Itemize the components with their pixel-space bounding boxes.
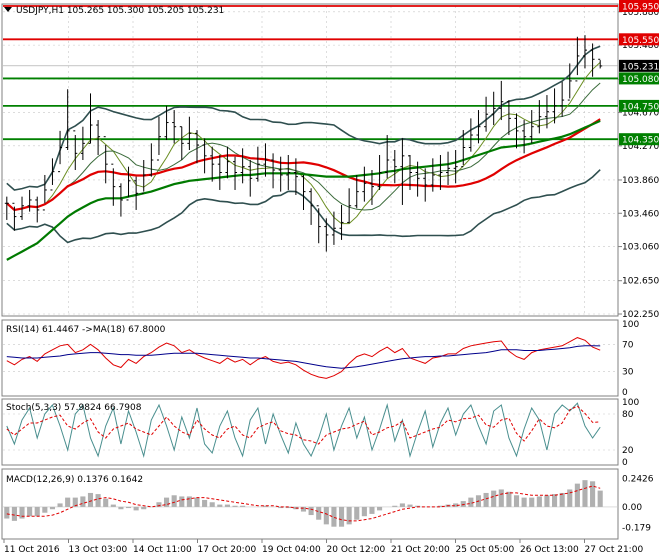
rsi-ma-line — [6, 345, 601, 369]
tick-label: 100 — [622, 320, 639, 330]
time-tick-label: 19 Oct 04:00 — [262, 545, 321, 555]
rsi-title: RSI(14) 61.4467 ->MA(18) 67.8000 — [6, 325, 166, 335]
support-level-tag — [619, 72, 659, 85]
support-level-label: 104.750 — [622, 102, 659, 112]
candles — [4, 35, 603, 252]
tick-label: 70 — [622, 340, 634, 350]
stoch-title: Stoch(5,3,3) 57.9824 66.7908 — [6, 403, 142, 413]
price-tick-label: 102.250 — [622, 310, 659, 320]
rsi-lines — [3, 337, 618, 379]
macd-pane-frame — [1, 468, 619, 540]
macd-tick-label: 0.2426 — [622, 475, 654, 485]
macd-axis: 0.2426 0.00 -0.179 — [622, 475, 654, 534]
price-tick-label: 105.880 — [622, 8, 659, 18]
price-tick-label: 104.670 — [622, 109, 659, 119]
price-tick-label: 104.270 — [622, 142, 659, 152]
stoch-lines — [3, 402, 618, 458]
rsi-pane[interactable]: 100 70 30 0 RSI(14) 61.4467 ->MA(18) 67.800… — [1, 319, 639, 398]
rsi-pane-frame — [1, 319, 619, 397]
macd-signal-line — [6, 485, 601, 522]
time-axis: 11 Oct 2016 13 Oct 03:00 14 Oct 11:00 17 Oc… — [3, 539, 644, 555]
resistance-level-tag — [619, 33, 659, 46]
price-axis: 105.880105.480105.070104.670104.270103.8… — [618, 0, 659, 320]
tick-label: 20 — [622, 446, 634, 456]
price-tick-label: 105.480 — [622, 41, 659, 51]
macd-pane[interactable]: 0.2426 0.00 -0.179 MACD(12,26,9) 0.1376 0.… — [1, 468, 654, 540]
time-tick-label: 11 Oct 2016 — [4, 545, 60, 555]
current-price-label: 105.231 — [622, 62, 659, 72]
time-tick-label: 20 Oct 12:00 — [327, 545, 386, 555]
resistance-level-label: 105.950 — [622, 3, 659, 13]
rsi-axis: 100 70 30 0 — [622, 320, 639, 398]
support-level-tag — [619, 133, 659, 146]
time-tick-label: 13 Oct 03:00 — [69, 545, 128, 555]
price-tick-label: 103.460 — [622, 209, 659, 219]
support-level-tag — [619, 99, 659, 112]
price-pane[interactable]: 105.880105.480105.070104.670104.270103.8… — [1, 0, 659, 320]
tick-label: 80 — [622, 410, 634, 420]
time-tick-label: 14 Oct 11:00 — [133, 545, 192, 555]
tick-label: 30 — [622, 368, 634, 378]
resistance-level-tag — [619, 0, 659, 12]
macd-tick-label: 0.00 — [622, 503, 642, 513]
time-tick-label: 27 Oct 21:00 — [585, 545, 644, 555]
chart-title: USDJPY,H1 105.265 105.300 105.205 105.23… — [16, 6, 224, 16]
stoch-pane-frame — [1, 398, 619, 466]
time-tick-label: 26 Oct 13:00 — [520, 545, 579, 555]
price-tick-label: 103.060 — [622, 243, 659, 253]
tick-label: 0 — [622, 388, 628, 398]
stoch-k-line — [6, 402, 601, 458]
support-level-label: 104.350 — [622, 136, 659, 146]
time-tick-label: 17 Oct 20:00 — [198, 545, 257, 555]
price-pane-frame — [1, 3, 619, 317]
support-level-label: 105.080 — [622, 75, 659, 85]
ma-long-line — [6, 119, 601, 261]
stoch-axis: 100 80 20 0 — [622, 398, 639, 468]
macd-title: MACD(12,26,9) 0.1376 0.1642 — [6, 475, 143, 485]
price-tick-label: 102.650 — [622, 277, 659, 287]
macd-bars — [3, 480, 618, 527]
resistance-level-label: 105.550 — [622, 36, 659, 46]
price-tick-label: 103.860 — [622, 176, 659, 186]
rsi-line — [6, 337, 601, 379]
macd-tick-label: -0.179 — [622, 524, 651, 534]
time-tick-label: 25 Oct 05:00 — [456, 545, 515, 555]
tick-label: 0 — [622, 458, 628, 468]
stoch-pane[interactable]: 100 80 20 0 Stoch(5,3,3) 57.9824 66.7908 — [1, 398, 639, 468]
current-price-tag — [619, 59, 659, 72]
time-tick-label: 21 Oct 20:00 — [391, 545, 450, 555]
chart-menu-triangle-icon[interactable] — [4, 7, 12, 12]
stoch-d-line — [6, 405, 601, 445]
price-levels — [3, 5, 618, 141]
tick-label: 100 — [622, 398, 639, 408]
